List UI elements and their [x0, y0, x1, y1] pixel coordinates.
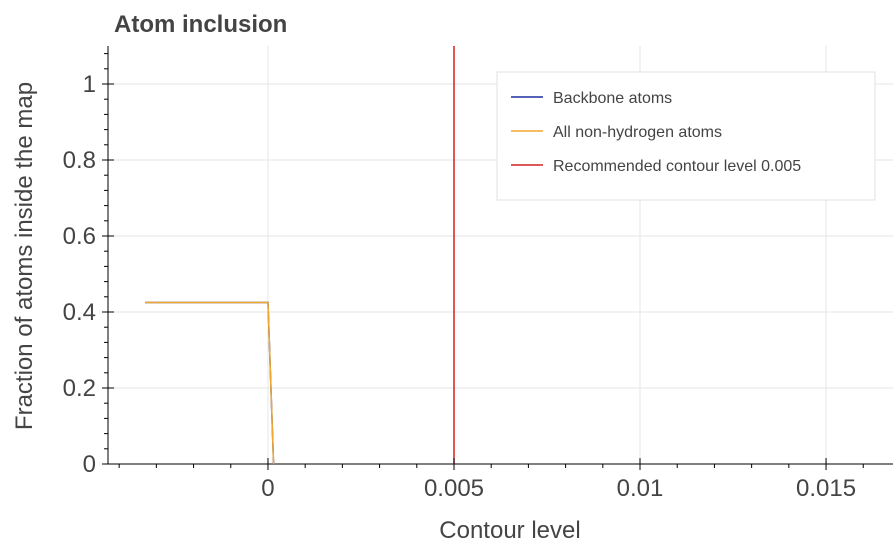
y-tick-label: 0.6 [63, 223, 96, 250]
legend-entry-backbone-label: Backbone atoms [553, 90, 672, 107]
y-tick-label: 0.4 [63, 299, 96, 326]
plot-lines [145, 46, 455, 465]
x-tick-label: 0.005 [424, 475, 484, 502]
y-tick-label: 0.8 [63, 147, 96, 174]
legend-entry-non-hydrogen-label: All non-hydrogen atoms [553, 124, 722, 141]
all-non-hydrogen-atoms-line [145, 301, 275, 465]
x-tick-label: 0 [261, 475, 274, 502]
legend-box [496, 71, 876, 201]
legend: Backbone atoms All non-hydrogen atoms Reco… [496, 71, 876, 201]
backbone-atoms-line [145, 301, 275, 465]
y-tick-label: 0.2 [63, 375, 96, 402]
axes [107, 46, 893, 465]
chart-title: Atom inclusion [114, 11, 287, 38]
y-tick-label: 1 [83, 71, 96, 98]
x-tick-label: 0.01 [617, 475, 664, 502]
legend-entry-recommended-label: Recommended contour level 0.005 [553, 158, 801, 175]
x-tick-label: 0.015 [796, 475, 856, 502]
x-axis-label: Contour level [439, 517, 580, 544]
y-tick-label: 0 [83, 451, 96, 478]
ticks: 0 0.005 0.01 0.015 0 0.2 0.4 0.6 0.8 1 [63, 53, 864, 502]
y-axis-label: Fraction of atoms inside the map [11, 82, 38, 430]
